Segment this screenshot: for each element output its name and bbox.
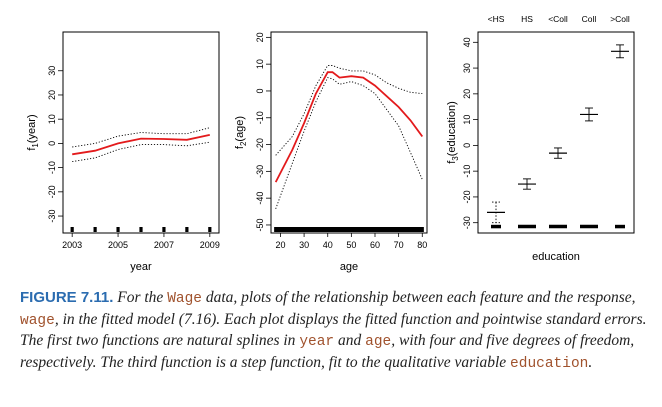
y-label-pre: f [446, 160, 458, 164]
y-label-subscript: 1 [31, 143, 40, 148]
y-tick-label: -30 [462, 216, 472, 229]
y-tick-label: -40 [255, 192, 265, 205]
x-tick-label: 2009 [200, 240, 220, 250]
category-label: HS [521, 14, 533, 24]
caption-code-education: education [510, 355, 589, 372]
y-label-post: (year) [26, 114, 38, 143]
y-tick-label: 20 [47, 90, 57, 100]
y-tick-label: 20 [255, 32, 265, 42]
x-tick-label: 2005 [108, 240, 128, 250]
x-axis-label: education [532, 251, 580, 263]
chart-panel-year: 2003 2005 2007 2009 year -30 -20 -10 0 10 20 30 f1(y… [26, 31, 220, 273]
category-label: Coll [582, 14, 597, 24]
figure-panels: 2003 2005 2007 2009year-30-20-100102030f1(y… [26, 14, 635, 273]
y-tick-label: 10 [462, 115, 472, 125]
y-tick-label: -10 [47, 161, 57, 174]
y-tick-label: 0 [462, 143, 472, 148]
y-tick-label: -10 [255, 111, 265, 124]
x-tick-label: 50 [346, 240, 356, 250]
y-axis-label: f2(age) [234, 116, 248, 149]
y-label-pre: f [26, 147, 38, 151]
caption-text: , in the fitted model (7.16). Each plot … [20, 310, 647, 350]
x-tick-label: 60 [370, 240, 380, 250]
y-tick-label: -30 [255, 165, 265, 178]
plot-frame [270, 31, 428, 234]
caption-text: data, plots of the relationship between … [202, 289, 636, 306]
x-tick-label: 2003 [62, 240, 82, 250]
y-tick-label: -10 [462, 165, 472, 178]
series-upper-se-line [275, 65, 423, 156]
chart-panel-age: 20 30 40 50 60 70 80 age -50 -40 -30 -20 -10 0 10 20 f2(… [234, 31, 428, 273]
y-tick-label: 0 [47, 141, 57, 146]
y-label-post: (education) [446, 101, 458, 156]
series-fit-line [274, 71, 424, 183]
series-upper-se-line [72, 127, 210, 148]
category-label: <Coll [548, 14, 568, 24]
caption-body: For the Wage data, plots of the relation… [20, 289, 647, 372]
chart-panel-education: <HS HS <Coll Coll >Coll education -30 -20 -10 0 10… [446, 14, 635, 263]
x-tick-label: 70 [394, 240, 404, 250]
plot-frame [62, 31, 220, 234]
caption-text: . [588, 353, 593, 371]
y-label-subscript: 2 [239, 141, 248, 146]
y-tick-label: -50 [255, 218, 265, 231]
x-axis-label: age [340, 261, 358, 273]
series-lower-se-line [275, 77, 423, 210]
series-lower-se-line [72, 141, 210, 163]
y-label-post: (age) [234, 116, 246, 142]
x-axis-label: year [130, 261, 152, 273]
y-label-pre: f [234, 145, 246, 149]
x-tick-label: 80 [417, 240, 427, 250]
y-tick-label: 10 [47, 114, 57, 124]
caption-code-wage: wage [20, 312, 55, 329]
caption-text: For the [113, 289, 168, 306]
caption-code-wage: Wage [167, 291, 202, 307]
x-tick-label: 20 [275, 240, 285, 250]
y-tick-label: -20 [47, 185, 57, 198]
x-tick-label: 2007 [154, 240, 174, 250]
y-tick-label: -20 [462, 190, 472, 203]
figure-caption: FIGURE 7.11. For the Wage data, plots of… [20, 288, 650, 374]
series-fit-line [72, 134, 210, 156]
category-label: >Coll [610, 14, 630, 24]
y-tick-label: 30 [47, 66, 57, 76]
y-label-subscript: 3 [451, 156, 460, 161]
y-axis-label: f3(education) [446, 101, 460, 164]
caption-code-age: age [365, 334, 392, 350]
y-tick-label: 20 [462, 89, 472, 99]
y-tick-label: -30 [47, 210, 57, 223]
figure-label: FIGURE 7.11. [20, 289, 114, 306]
category-label: <HS [488, 14, 505, 24]
y-tick-label: 0 [255, 88, 265, 93]
caption-text: , with four and five degrees of freedom,… [20, 332, 635, 371]
caption-code-year: year [299, 334, 335, 350]
plot-frame [477, 31, 635, 234]
y-tick-label: -20 [255, 138, 265, 151]
x-tick-label: 30 [299, 240, 309, 250]
y-tick-label: 10 [255, 59, 265, 69]
y-axis-label: f1(year) [26, 114, 40, 150]
y-tick-label: 40 [462, 37, 472, 47]
x-tick-label: 40 [323, 240, 333, 250]
caption-text: and [334, 332, 366, 349]
y-tick-label: 30 [462, 63, 472, 73]
